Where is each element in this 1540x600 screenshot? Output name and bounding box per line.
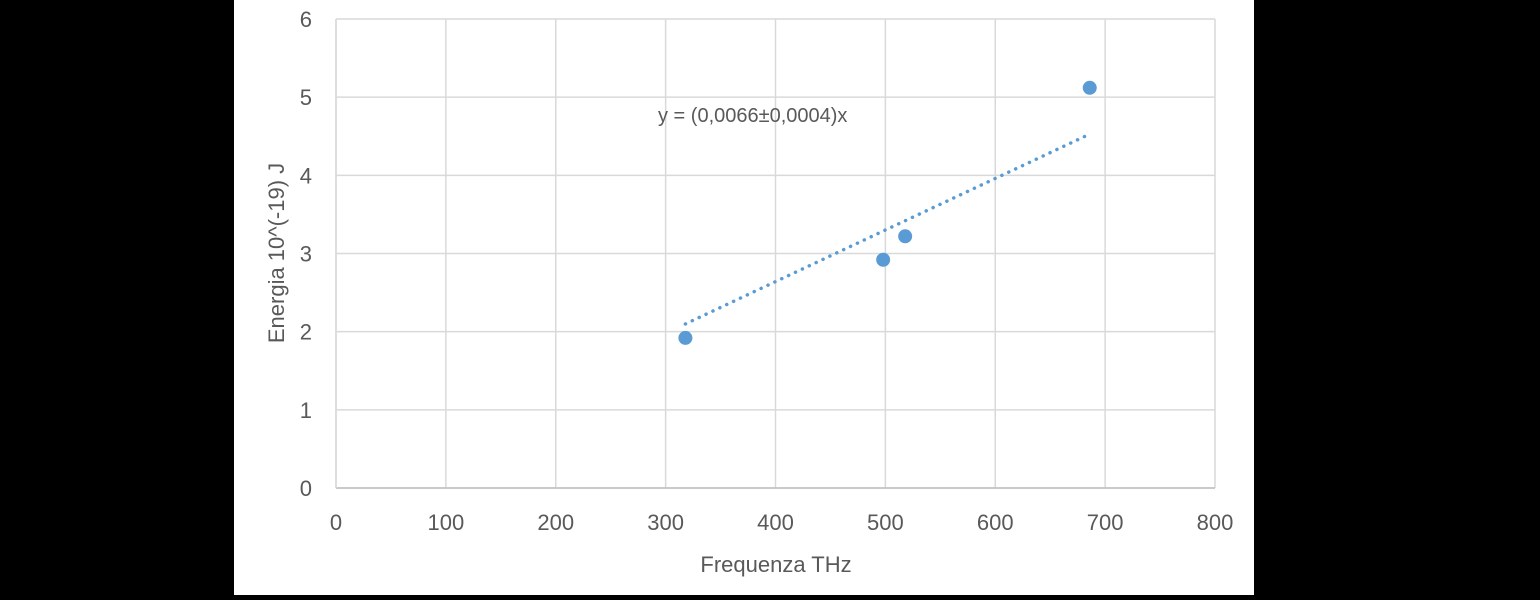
y-tick-label: 5 — [300, 85, 312, 110]
scatter-chart: 0 1 2 3 4 5 6 0 100 200 300 400 500 600 700 800 y = (0,… — [264, 7, 1234, 577]
y-tick-label: 6 — [300, 7, 312, 32]
x-tick-label: 800 — [1197, 510, 1234, 535]
trendline-equation: y = (0,0066±0,0004)x — [658, 105, 847, 127]
trendline — [683, 132, 1092, 326]
x-tick-label: 700 — [1087, 510, 1124, 535]
trendline-path — [683, 132, 1092, 326]
x-tick-label: 600 — [977, 510, 1014, 535]
x-tick-label: 500 — [867, 510, 904, 535]
x-tick-label: 400 — [757, 510, 794, 535]
x-tick-label: 200 — [537, 510, 574, 535]
x-axis-label: Frequenza THz — [700, 552, 851, 577]
data-point — [678, 330, 693, 345]
axes: 0 1 2 3 4 5 6 0 100 200 300 400 500 600 700 800 — [300, 7, 1234, 535]
y-tick-label: 0 — [300, 476, 312, 501]
y-tick-label: 4 — [300, 163, 312, 188]
y-tick-label: 1 — [300, 398, 312, 423]
x-tick-label: 300 — [647, 510, 684, 535]
data-point — [1082, 80, 1097, 95]
y-tick-label: 2 — [300, 320, 312, 345]
data-point — [876, 252, 891, 267]
y-tick-label: 3 — [300, 242, 312, 267]
x-tick-label: 100 — [428, 510, 465, 535]
chart-canvas: 0 1 2 3 4 5 6 0 100 200 300 400 500 600 700 800 y = (0,… — [234, 0, 1254, 595]
data-points — [678, 80, 1097, 345]
data-point — [898, 229, 913, 244]
x-tick-label: 0 — [330, 510, 342, 535]
y-axis-label: Energia 10^(-19) J — [264, 163, 289, 343]
